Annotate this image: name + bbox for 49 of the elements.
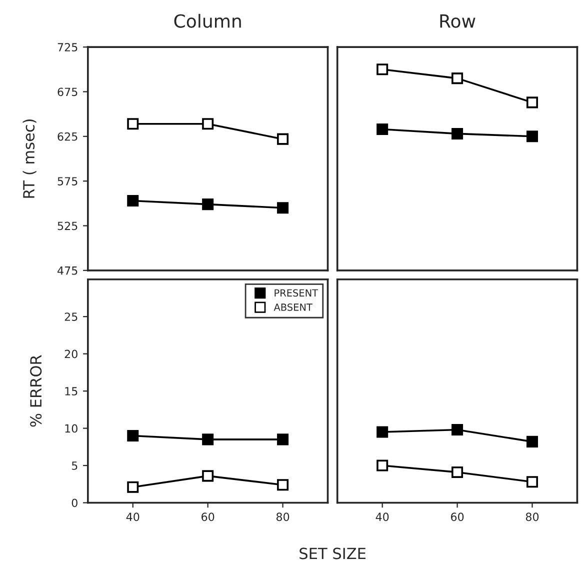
point — [127, 430, 139, 442]
y-axis-title: RT ( msec) — [22, 119, 36, 198]
point — [376, 123, 388, 136]
point — [202, 434, 214, 446]
point — [376, 426, 388, 438]
chart-title: Row — [440, 14, 476, 28]
y-tick-label: 575 — [58, 177, 78, 186]
x-tick-label: 40 — [376, 512, 389, 522]
y-axis-title: % ERROR — [30, 355, 42, 427]
y-tick-label: 5 — [72, 462, 78, 470]
point — [526, 436, 538, 448]
x-axis-title: SET SIZE — [300, 548, 366, 560]
point — [277, 434, 289, 446]
point — [376, 64, 388, 76]
point — [277, 133, 289, 145]
point — [127, 481, 139, 493]
y-tick-label: 10 — [65, 424, 78, 433]
point — [452, 72, 464, 84]
x-tick-label: 80 — [276, 512, 290, 522]
y-tick-label: 725 — [58, 43, 78, 52]
point — [202, 118, 214, 130]
point — [127, 118, 139, 130]
legend-label: ABSENT — [274, 304, 312, 311]
y-tick-label: 25 — [64, 312, 78, 321]
y-tick-label: 675 — [58, 88, 78, 96]
y-tick-label: 625 — [58, 132, 78, 141]
point — [277, 202, 289, 214]
point — [452, 424, 464, 436]
y-tick-label: 20 — [64, 350, 78, 358]
point — [452, 466, 464, 478]
point — [127, 194, 139, 206]
x-tick-label: 60 — [450, 512, 464, 522]
y-tick-label: 0 — [72, 498, 78, 508]
point — [277, 479, 289, 491]
x-tick-label: 80 — [526, 512, 539, 522]
x-tick-label: 40 — [126, 512, 140, 522]
point — [202, 198, 214, 210]
point — [376, 460, 388, 472]
y-tick-label: 525 — [58, 222, 78, 230]
point — [202, 470, 214, 482]
point — [452, 128, 464, 140]
x-tick-label: 60 — [202, 512, 214, 522]
y-tick-label: 15 — [65, 387, 78, 396]
y-tick-label: 475 — [58, 266, 78, 275]
point — [526, 476, 538, 488]
point — [526, 130, 538, 142]
point — [526, 96, 538, 108]
chart-title: Column — [174, 14, 241, 28]
legend-label: PRESENT — [274, 289, 318, 297]
